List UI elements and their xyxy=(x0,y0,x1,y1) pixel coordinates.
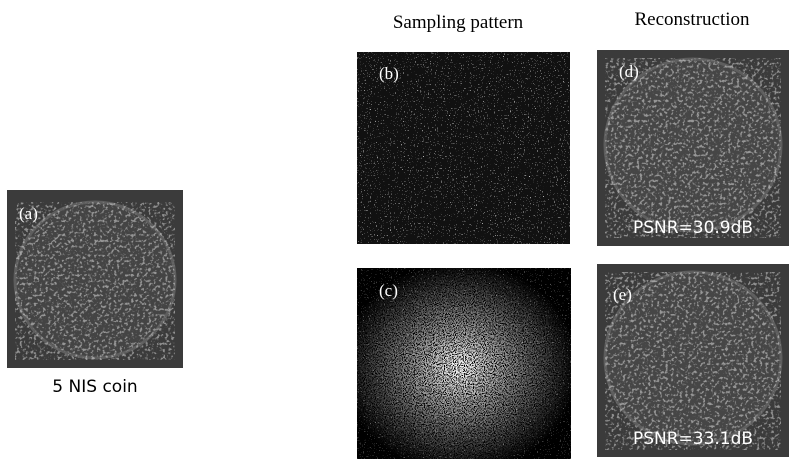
column-heading: Reconstruction xyxy=(634,9,750,30)
panel-label: (c) xyxy=(379,281,398,300)
panel-label: (a) xyxy=(19,204,38,223)
reconstruction-image xyxy=(597,50,789,246)
panel-label: (d) xyxy=(619,62,639,81)
sampling-pattern xyxy=(357,52,570,244)
reconstruction-image xyxy=(597,264,789,457)
panel-label: (e) xyxy=(613,285,632,304)
coin-image xyxy=(7,190,183,368)
psnr-caption: PSNR=33.1dB xyxy=(633,429,753,449)
sampling-pattern xyxy=(357,268,571,459)
panel-label: (b) xyxy=(379,64,399,83)
caption: 5 NIS coin xyxy=(52,377,137,397)
column-heading: Sampling pattern xyxy=(393,12,524,33)
psnr-caption: PSNR=30.9dB xyxy=(633,218,753,238)
